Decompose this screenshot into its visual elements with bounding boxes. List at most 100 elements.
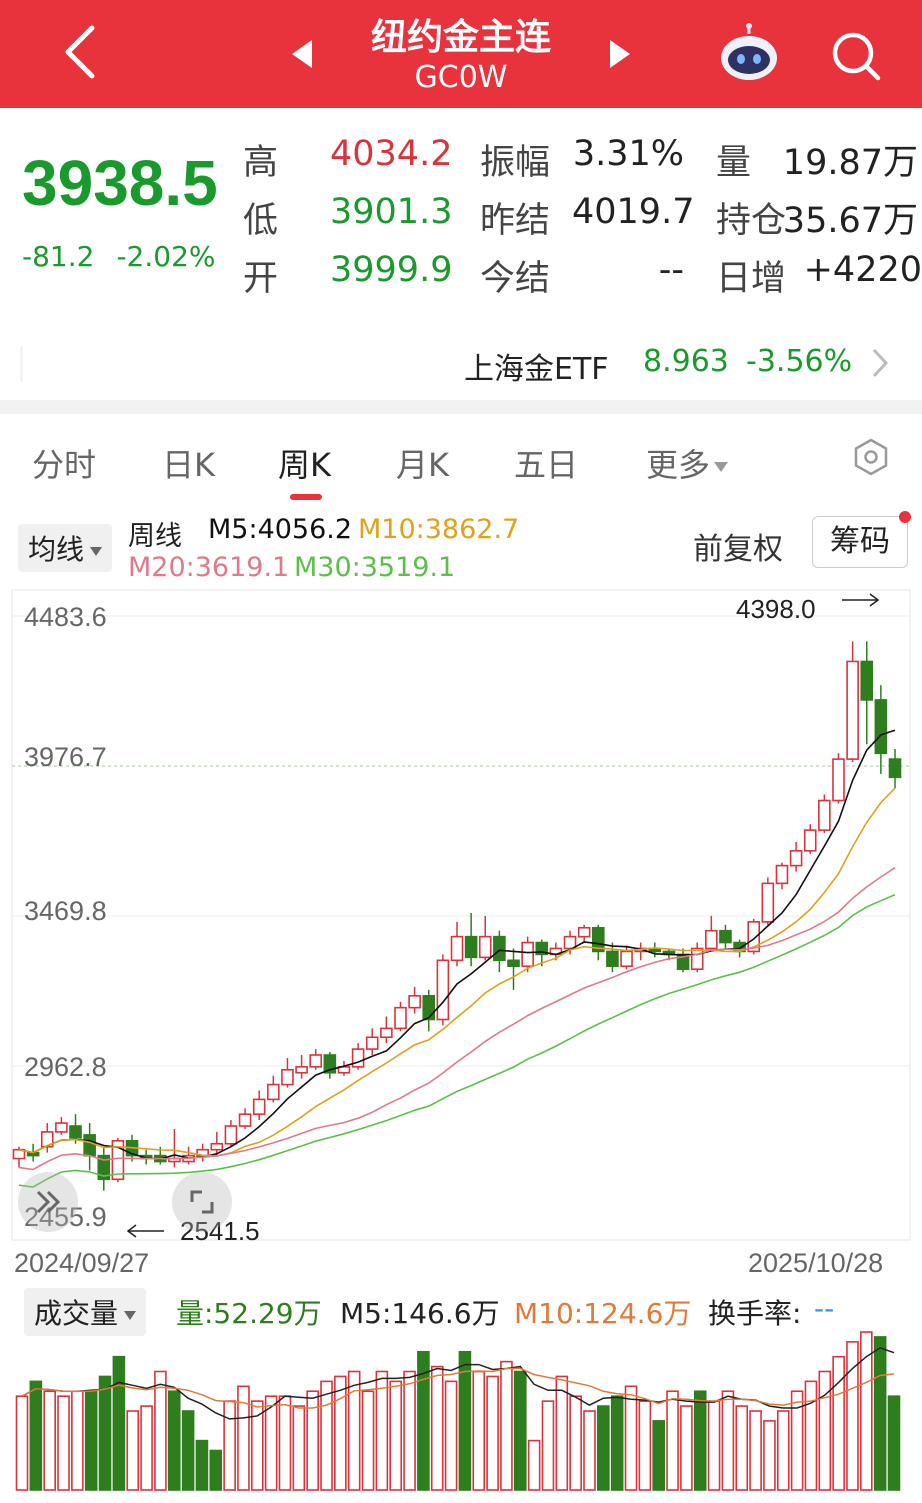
volume-bar — [693, 1390, 707, 1491]
adjust-mode-button[interactable]: 前复权 — [693, 532, 783, 567]
volume-label: 量 — [716, 143, 752, 183]
volume-bar — [29, 1380, 43, 1491]
volume-bar — [334, 1375, 347, 1491]
candle — [775, 862, 789, 890]
volume-bar — [237, 1385, 250, 1491]
volume-bar — [181, 1410, 195, 1491]
tab-more[interactable]: 更多 — [646, 440, 729, 486]
volume-bar — [652, 1420, 665, 1491]
volume-bar — [832, 1355, 845, 1491]
tab-weekly-k[interactable]: 周K — [278, 446, 331, 484]
volume-bar — [666, 1390, 679, 1491]
amplitude-label: 振幅 — [480, 143, 551, 183]
candle — [168, 1128, 181, 1168]
volume-bar — [278, 1395, 292, 1491]
volume-bar — [569, 1395, 582, 1491]
chip-distribution-button[interactable]: 筹码 — [812, 511, 911, 568]
tab-intraday[interactable]: 分时 — [32, 446, 97, 484]
chevron-right-icon — [872, 348, 889, 378]
volume-bar — [15, 1395, 29, 1491]
candle — [83, 1123, 96, 1171]
candle — [182, 1146, 195, 1165]
volume-bar — [818, 1370, 832, 1491]
search-icon[interactable] — [826, 26, 886, 86]
indicator-dropdown[interactable]: 均线 — [18, 524, 113, 572]
volume-bar — [804, 1380, 818, 1491]
max-price-annotation: 4398.0 — [736, 594, 816, 624]
candle — [267, 1075, 280, 1103]
tab-daily-k[interactable]: 日K — [162, 446, 215, 484]
tab-five-day[interactable]: 五日 — [514, 446, 579, 484]
volume-bar — [500, 1360, 513, 1491]
caret-down-icon — [124, 1310, 137, 1320]
candle — [705, 915, 718, 952]
volume-bar — [347, 1370, 361, 1491]
related-etf-row[interactable]: 上海金ETF 8.963 -3.56% — [0, 340, 922, 390]
volume-bar — [638, 1400, 652, 1491]
min-arrow-head — [126, 1224, 137, 1238]
settle-value: -- — [658, 250, 684, 290]
volume-bar — [430, 1365, 444, 1491]
volume-bar — [306, 1390, 319, 1491]
ma30-line — [18, 893, 896, 1188]
volume-bar — [486, 1375, 499, 1491]
x-start-date: 2024/09/27 — [14, 1248, 150, 1278]
prev-contract-icon[interactable] — [292, 40, 312, 68]
volume-bar — [112, 1355, 126, 1491]
period-tabs: 分时 日K 周K 月K 五日 更多 — [0, 414, 922, 510]
candle — [478, 915, 492, 961]
volume-bar — [223, 1400, 236, 1491]
tab-monthly-k[interactable]: 月K — [396, 446, 449, 484]
volume-bar — [860, 1331, 873, 1491]
volume-bar — [583, 1410, 596, 1491]
next-contract-icon[interactable] — [610, 40, 630, 68]
turnover-label: 换手率: — [708, 1297, 802, 1330]
candle — [394, 1001, 407, 1032]
candle — [224, 1120, 238, 1147]
ma-legend: 均线 周线 M5:4056.2 M10:3862.7 M20:3619.1 M3… — [0, 510, 922, 590]
back-arrow-icon[interactable] — [56, 22, 106, 82]
max-arrow-head — [869, 593, 880, 607]
volume-chart[interactable] — [0, 1330, 922, 1503]
candle — [436, 954, 450, 1026]
volume-bar — [167, 1390, 181, 1491]
candle — [408, 986, 421, 1014]
prev-settle-value: 4019.7 — [572, 192, 695, 232]
kline-svg — [11, 589, 911, 1241]
volume-bar — [873, 1336, 887, 1491]
prev-settle-label: 昨结 — [480, 201, 551, 241]
candle — [803, 824, 817, 854]
open-interest-value: 35.67万 — [782, 201, 918, 241]
settings-hexagon-icon[interactable] — [852, 438, 890, 476]
candle — [238, 1108, 252, 1129]
section-divider — [0, 400, 922, 414]
indicator-dropdown-label: 均线 — [28, 533, 85, 566]
robot-assistant-icon[interactable] — [718, 22, 780, 84]
volume-bar — [154, 1370, 167, 1491]
candle — [97, 1146, 111, 1191]
volume-bar — [541, 1400, 555, 1491]
candle — [493, 930, 506, 973]
kline-chart[interactable]: 4483.6 3976.7 3469.8 2962.8 2455.9 4398.… — [0, 588, 922, 1248]
candle — [295, 1054, 308, 1079]
candle — [422, 989, 436, 1032]
candle — [591, 924, 605, 961]
volume-bar — [71, 1390, 84, 1491]
contract-code: GC0W — [414, 60, 508, 95]
volume-bar — [555, 1375, 569, 1491]
fullscreen-icon[interactable] — [172, 1172, 232, 1232]
open-label: 开 — [243, 259, 279, 299]
candle — [40, 1123, 54, 1153]
volume-dropdown[interactable]: 成交量 — [24, 1288, 147, 1336]
volume-ma10-line — [21, 1367, 895, 1409]
etf-change-percent: -3.56% — [746, 344, 853, 379]
expand-icon[interactable] — [18, 1172, 78, 1232]
volume-bar — [320, 1380, 333, 1491]
volume-value: 量:52.29万 — [176, 1297, 322, 1330]
volume-bar — [513, 1370, 527, 1491]
volume-bar — [444, 1380, 458, 1491]
open-interest-label: 持仓 — [716, 201, 787, 241]
volume-bar — [389, 1380, 403, 1491]
amplitude-value: 3.31% — [572, 134, 684, 174]
ma5-value: M5:4056.2 — [208, 514, 353, 545]
